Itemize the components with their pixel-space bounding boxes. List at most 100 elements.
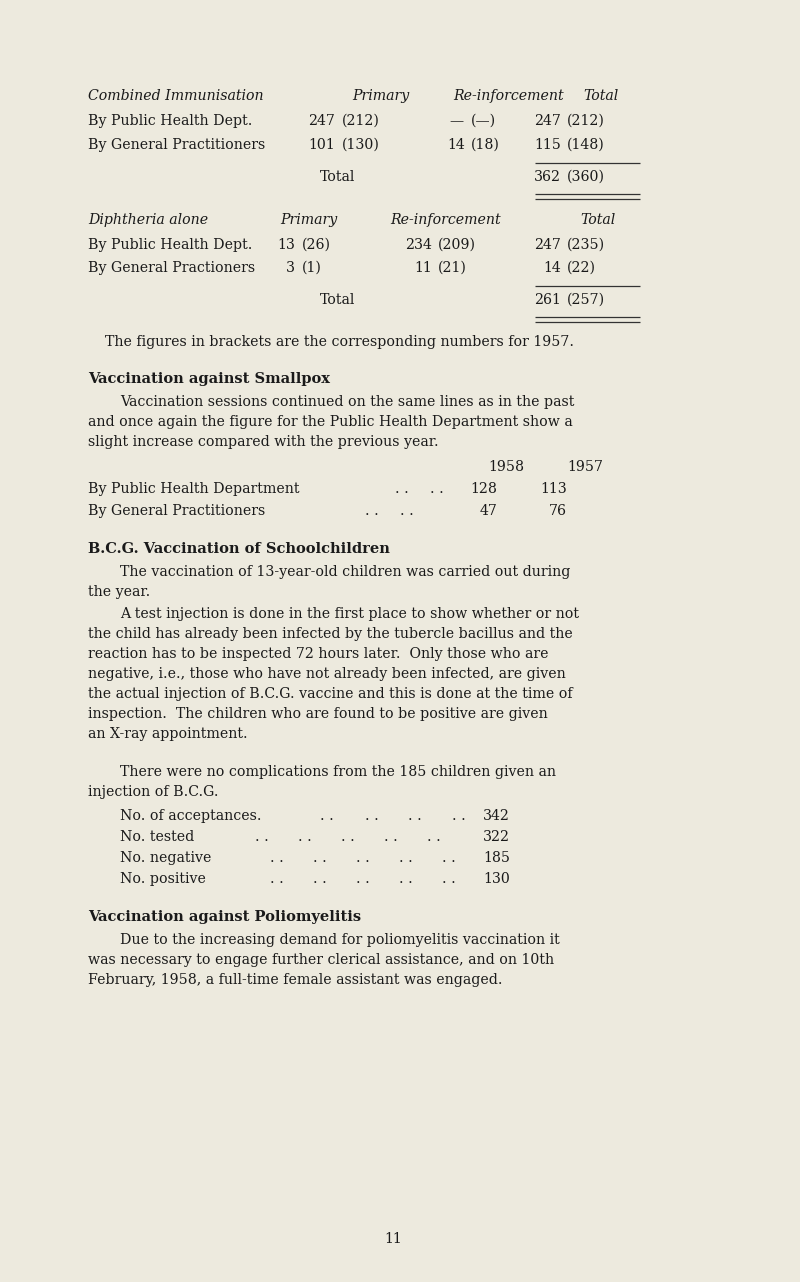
Text: 322: 322 — [483, 829, 510, 844]
Text: (235): (235) — [567, 238, 605, 253]
Text: B.C.G. Vaccination of Schoolchildren: B.C.G. Vaccination of Schoolchildren — [88, 542, 390, 556]
Text: . .: . . — [400, 504, 414, 518]
Text: (148): (148) — [567, 138, 605, 153]
Text: 247: 247 — [534, 238, 561, 253]
Text: . .: . . — [320, 809, 334, 823]
Text: (212): (212) — [567, 114, 605, 128]
Text: Due to the increasing demand for poliomyelitis vaccination it: Due to the increasing demand for poliomy… — [120, 933, 560, 947]
Text: February, 1958, a full-time female assistant was engaged.: February, 1958, a full-time female assis… — [88, 973, 502, 987]
Text: 101: 101 — [308, 138, 335, 153]
Text: was necessary to engage further clerical assistance, and on 10th: was necessary to engage further clerical… — [88, 953, 554, 967]
Text: (—): (—) — [471, 114, 496, 128]
Text: Combined Immunisation: Combined Immunisation — [88, 88, 264, 103]
Text: 113: 113 — [540, 482, 567, 496]
Text: The vaccination of 13-year-old children was carried out during: The vaccination of 13-year-old children … — [120, 565, 570, 579]
Text: By General Practitioners: By General Practitioners — [88, 504, 266, 518]
Text: (26): (26) — [302, 238, 331, 253]
Text: 115: 115 — [534, 138, 561, 153]
Text: By General Practioners: By General Practioners — [88, 262, 255, 276]
Text: —: — — [449, 114, 463, 128]
Text: (1): (1) — [302, 262, 322, 276]
Text: the year.: the year. — [88, 585, 150, 599]
Text: 14: 14 — [543, 262, 561, 276]
Text: No. positive: No. positive — [120, 872, 206, 886]
Text: There were no complications from the 185 children given an: There were no complications from the 185… — [120, 765, 556, 779]
Text: 128: 128 — [470, 482, 497, 496]
Text: 130: 130 — [483, 872, 510, 886]
Text: inspection.  The children who are found to be positive are given: inspection. The children who are found t… — [88, 706, 548, 720]
Text: (209): (209) — [438, 238, 476, 253]
Text: . .: . . — [313, 872, 326, 886]
Text: 3: 3 — [286, 262, 295, 276]
Text: and once again the figure for the Public Health Department show a: and once again the figure for the Public… — [88, 415, 573, 429]
Text: 247: 247 — [308, 114, 335, 128]
Text: . .: . . — [408, 809, 422, 823]
Text: The figures in brackets are the corresponding numbers for 1957.: The figures in brackets are the correspo… — [105, 335, 574, 349]
Text: Vaccination against Poliomyelitis: Vaccination against Poliomyelitis — [88, 910, 361, 924]
Text: 261: 261 — [534, 294, 561, 306]
Text: 14: 14 — [447, 138, 465, 153]
Text: (22): (22) — [567, 262, 596, 276]
Text: 247: 247 — [534, 114, 561, 128]
Text: . .: . . — [365, 809, 378, 823]
Text: 362: 362 — [534, 171, 561, 185]
Text: . .: . . — [313, 851, 326, 865]
Text: Vaccination against Smallpox: Vaccination against Smallpox — [88, 372, 330, 386]
Text: . .: . . — [442, 851, 456, 865]
Text: . .: . . — [384, 829, 398, 844]
Text: . .: . . — [399, 851, 413, 865]
Text: . .: . . — [395, 482, 409, 496]
Text: Total: Total — [583, 88, 618, 103]
Text: . .: . . — [427, 829, 441, 844]
Text: slight increase compared with the previous year.: slight increase compared with the previo… — [88, 435, 438, 449]
Text: By General Practitioners: By General Practitioners — [88, 138, 266, 153]
Text: 76: 76 — [549, 504, 567, 518]
Text: No. negative: No. negative — [120, 851, 211, 865]
Text: . .: . . — [270, 872, 284, 886]
Text: reaction has to be inspected 72 hours later.  Only those who are: reaction has to be inspected 72 hours la… — [88, 647, 549, 662]
Text: 234: 234 — [405, 238, 432, 253]
Text: 185: 185 — [483, 851, 510, 865]
Text: . .: . . — [365, 504, 378, 518]
Text: (257): (257) — [567, 294, 605, 306]
Text: Total: Total — [320, 171, 355, 185]
Text: Primary: Primary — [280, 213, 338, 227]
Text: By Public Health Dept.: By Public Health Dept. — [88, 114, 252, 128]
Text: the child has already been infected by the tubercle bacillus and the: the child has already been infected by t… — [88, 627, 573, 641]
Text: By Public Health Dept.: By Public Health Dept. — [88, 238, 252, 253]
Text: an X-ray appointment.: an X-ray appointment. — [88, 727, 248, 741]
Text: A test injection is done in the first place to show whether or not: A test injection is done in the first pl… — [120, 606, 579, 620]
Text: Total: Total — [580, 213, 615, 227]
Text: . .: . . — [442, 872, 456, 886]
Text: (21): (21) — [438, 262, 467, 276]
Text: (130): (130) — [342, 138, 380, 153]
Text: . .: . . — [399, 872, 413, 886]
Text: . .: . . — [452, 809, 466, 823]
Text: (18): (18) — [471, 138, 500, 153]
Text: Vaccination sessions continued on the same lines as in the past: Vaccination sessions continued on the sa… — [120, 395, 574, 409]
Text: injection of B.C.G.: injection of B.C.G. — [88, 785, 218, 799]
Text: No. of acceptances.: No. of acceptances. — [120, 809, 262, 823]
Text: No. tested: No. tested — [120, 829, 194, 844]
Text: Diphtheria alone: Diphtheria alone — [88, 213, 208, 227]
Text: (212): (212) — [342, 114, 380, 128]
Text: the actual injection of B.C.G. vaccine and this is done at the time of: the actual injection of B.C.G. vaccine a… — [88, 687, 573, 701]
Text: Total: Total — [320, 294, 355, 306]
Text: . .: . . — [356, 851, 370, 865]
Text: . .: . . — [255, 829, 269, 844]
Text: Primary: Primary — [352, 88, 410, 103]
Text: 11: 11 — [384, 1232, 402, 1246]
Text: . .: . . — [298, 829, 312, 844]
Text: (360): (360) — [567, 171, 605, 185]
Text: Re-inforcement: Re-inforcement — [453, 88, 564, 103]
Text: 47: 47 — [479, 504, 497, 518]
Text: . .: . . — [270, 851, 284, 865]
Text: 13: 13 — [277, 238, 295, 253]
Text: . .: . . — [430, 482, 444, 496]
Text: By Public Health Department: By Public Health Department — [88, 482, 299, 496]
Text: 1957: 1957 — [567, 460, 603, 474]
Text: 342: 342 — [483, 809, 510, 823]
Text: 1958: 1958 — [488, 460, 524, 474]
Text: . .: . . — [341, 829, 354, 844]
Text: . .: . . — [356, 872, 370, 886]
